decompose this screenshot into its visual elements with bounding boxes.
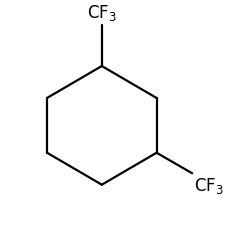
- Text: CF$_3$: CF$_3$: [87, 3, 117, 23]
- Text: CF$_3$: CF$_3$: [194, 175, 224, 196]
